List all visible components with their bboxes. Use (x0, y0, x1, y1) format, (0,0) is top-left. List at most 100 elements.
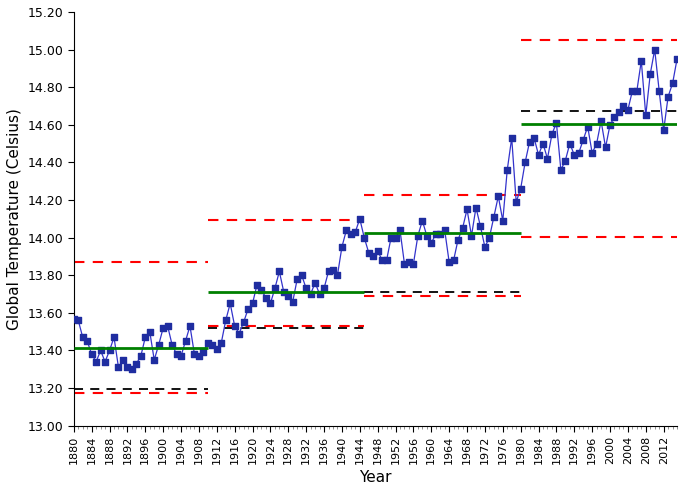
Point (215, 339, 226, 347)
Point (158, 324, 169, 332)
Point (354, 215, 365, 223)
Point (506, 134, 517, 142)
Point (435, 230, 446, 238)
Point (359, 234, 370, 242)
Point (211, 345, 222, 353)
Point (587, 149, 598, 157)
Point (479, 243, 490, 251)
Point (462, 206, 473, 214)
Point (551, 119, 562, 127)
Point (167, 341, 178, 349)
Point (73, 316, 83, 324)
Point (493, 192, 504, 200)
Point (341, 226, 352, 234)
Point (189, 350, 200, 358)
Point (511, 198, 522, 206)
Point (573, 149, 584, 157)
Point (605, 121, 616, 129)
Point (667, 80, 678, 88)
Point (645, 70, 656, 78)
Point (95, 346, 106, 354)
Point (252, 281, 263, 289)
Point (234, 330, 245, 338)
Point (471, 204, 482, 212)
Point (185, 322, 196, 330)
Y-axis label: Global Temperature (Celsius): Global Temperature (Celsius) (7, 108, 22, 330)
Point (640, 112, 651, 120)
Point (68, 314, 79, 322)
Point (127, 366, 137, 373)
X-axis label: Year: Year (359, 470, 392, 485)
Point (596, 117, 607, 125)
Point (274, 268, 285, 276)
Point (148, 356, 159, 364)
Point (225, 300, 236, 308)
Point (547, 130, 557, 138)
Point (439, 226, 450, 234)
Point (564, 140, 575, 148)
Point (314, 290, 325, 298)
Point (412, 232, 423, 240)
Point (560, 156, 571, 164)
Point (328, 266, 339, 274)
Point (91, 358, 102, 366)
Point (381, 256, 392, 264)
Point (399, 260, 410, 268)
Point (86, 350, 97, 358)
Point (363, 249, 374, 257)
Point (582, 123, 593, 130)
Point (310, 279, 321, 287)
Point (430, 230, 441, 238)
Point (135, 352, 146, 360)
Point (448, 256, 459, 264)
Point (350, 228, 360, 236)
Point (301, 284, 312, 292)
Point (663, 92, 674, 100)
Point (261, 294, 272, 302)
Point (484, 234, 495, 242)
Point (488, 213, 499, 221)
Point (198, 348, 209, 356)
Point (202, 339, 213, 347)
Point (444, 258, 455, 266)
Point (176, 352, 187, 360)
Point (207, 341, 218, 349)
Point (122, 364, 133, 371)
Point (337, 243, 347, 251)
Point (390, 234, 401, 242)
Point (229, 322, 240, 330)
Point (323, 268, 334, 276)
Point (417, 217, 428, 225)
Point (649, 46, 660, 54)
Point (296, 271, 307, 279)
Point (100, 358, 111, 366)
Point (180, 337, 191, 345)
Point (238, 318, 249, 326)
Point (627, 87, 638, 95)
Point (555, 166, 566, 174)
Point (377, 256, 388, 264)
Point (386, 234, 397, 242)
Point (171, 350, 182, 358)
Point (622, 106, 633, 114)
Point (131, 360, 142, 368)
Point (282, 292, 293, 300)
Point (529, 134, 540, 142)
Point (104, 346, 115, 354)
Point (332, 271, 343, 279)
Point (243, 305, 254, 313)
Point (220, 316, 231, 324)
Point (118, 356, 129, 364)
Point (113, 364, 124, 371)
Point (153, 341, 164, 349)
Point (600, 144, 611, 152)
Point (421, 232, 432, 240)
Point (292, 275, 303, 283)
Point (395, 226, 406, 234)
Point (305, 290, 316, 298)
Point (569, 151, 580, 159)
Point (614, 108, 624, 116)
Point (368, 252, 379, 260)
Point (591, 140, 602, 148)
Point (287, 298, 298, 306)
